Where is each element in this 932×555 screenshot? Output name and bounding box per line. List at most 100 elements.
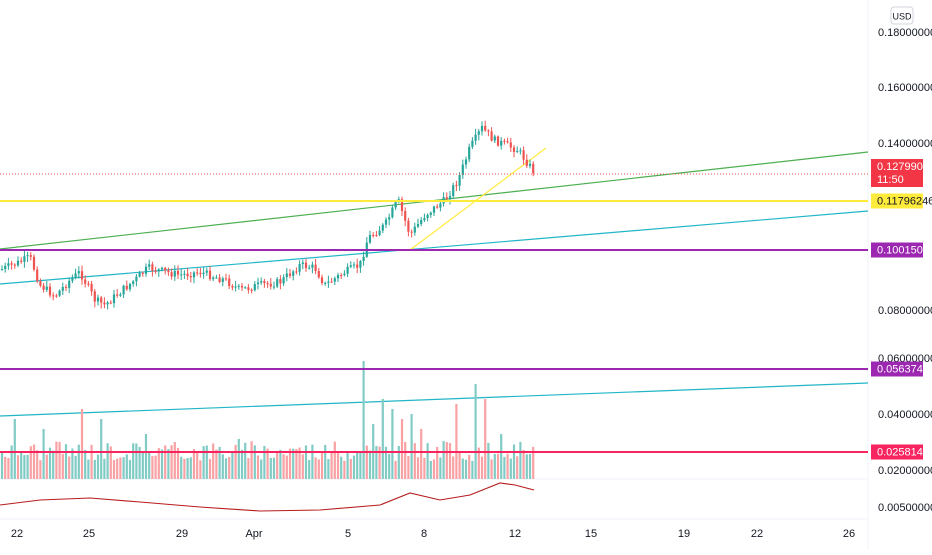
price-tag-value: 0.02581444 [877, 447, 932, 459]
volume-bar [247, 458, 250, 479]
volume-bar [20, 452, 23, 479]
candle-body [349, 265, 352, 267]
candle-body [196, 272, 199, 274]
volume-bar [304, 445, 308, 479]
volume-bar [29, 446, 32, 479]
volume-bar [349, 458, 352, 479]
candle-body [327, 281, 330, 283]
candle-body [218, 277, 221, 282]
volume-bar [413, 443, 416, 479]
candle-body [375, 235, 378, 237]
ma-indicator [0, 482, 535, 512]
volume-bar [522, 449, 525, 479]
candle-body [256, 282, 260, 285]
candle-body [423, 218, 426, 221]
price-tick-label: 0.18000000 [878, 27, 932, 39]
volume-bar [202, 446, 205, 479]
time-axis[interactable]: 22 25 29 Apr 5 8 12 15 19 22 26 [11, 528, 855, 540]
candle-body [135, 276, 138, 282]
volume-bar [71, 448, 74, 479]
volume-bar [0, 452, 4, 479]
volume-bar [103, 458, 106, 479]
volume-bar [532, 446, 535, 479]
time-tick-label: 26 [843, 528, 855, 540]
volume-bar [144, 434, 148, 479]
price-axis[interactable]: 0.18000000 0.16000000 0.14000000 0.08000000… [871, 27, 932, 514]
candle-body [320, 277, 324, 284]
candle-body [192, 272, 196, 278]
candle-body [295, 271, 298, 273]
volume-bar [528, 454, 532, 479]
candle-body [464, 159, 468, 165]
volume-bar [135, 443, 138, 479]
candle-body [269, 283, 272, 287]
volume-bar [480, 456, 484, 479]
candle-body [148, 264, 151, 267]
candle-body [394, 201, 397, 208]
volume-bar [154, 455, 157, 479]
volume-bar [404, 441, 407, 479]
candle-body [100, 297, 103, 303]
candle-body [484, 125, 487, 131]
candle-body [285, 273, 288, 278]
candle-body [173, 270, 176, 277]
candle-body [138, 272, 141, 277]
candle-body [260, 281, 263, 283]
volume-bar [272, 457, 276, 479]
volume-bar [119, 457, 122, 479]
volume-bar [519, 441, 522, 479]
volume-bar [26, 454, 29, 479]
candle-body [471, 140, 474, 147]
volume-bar [256, 455, 260, 479]
price-tick-label: 0.04000000 [878, 409, 932, 421]
volume-bar [263, 445, 266, 479]
volume-bar [359, 452, 362, 479]
currency-badge[interactable]: USD [890, 6, 914, 25]
candle-body [519, 150, 522, 152]
volume-bar [199, 460, 202, 479]
candle-body [384, 219, 388, 225]
volume-bar [253, 445, 256, 479]
volume-bar [496, 453, 500, 479]
horizontal-levels[interactable] [0, 173, 868, 453]
candle-body [324, 282, 327, 284]
candle-body [432, 206, 436, 213]
candle-body [247, 287, 250, 290]
candle-body [237, 285, 240, 287]
volume-bar [266, 448, 269, 479]
time-tick-label: Apr [245, 528, 262, 540]
volume-bar [474, 384, 477, 479]
volume-bar [352, 455, 356, 479]
time-tick-label: 22 [751, 528, 763, 540]
candle-body [426, 214, 429, 219]
volume-bar [151, 456, 154, 479]
volume-bar [464, 459, 468, 479]
volume-bar [212, 443, 215, 479]
volume-bar [336, 452, 340, 479]
volume-bar [100, 419, 103, 479]
ma-line [0, 482, 535, 512]
volume-bar [244, 442, 247, 479]
candle-body [240, 285, 244, 288]
volume-bar [170, 445, 173, 479]
volume-bar [452, 456, 455, 479]
candle-body [436, 206, 439, 208]
time-tick-label: 5 [345, 528, 351, 540]
candle-body [228, 278, 231, 287]
candle-body [36, 269, 39, 282]
candle-body [503, 140, 506, 142]
candle-body [372, 234, 375, 236]
candle-body [429, 212, 432, 215]
candle-body [368, 234, 372, 243]
volume-bar [61, 453, 64, 479]
volume-bar [48, 447, 52, 479]
candle-body [311, 264, 314, 268]
price-tag [871, 242, 923, 258]
volume-bar [276, 450, 279, 479]
candle-body [416, 224, 420, 227]
candle-body [266, 283, 269, 285]
candle-body [4, 265, 7, 270]
time-tick-label: 8 [421, 528, 427, 540]
